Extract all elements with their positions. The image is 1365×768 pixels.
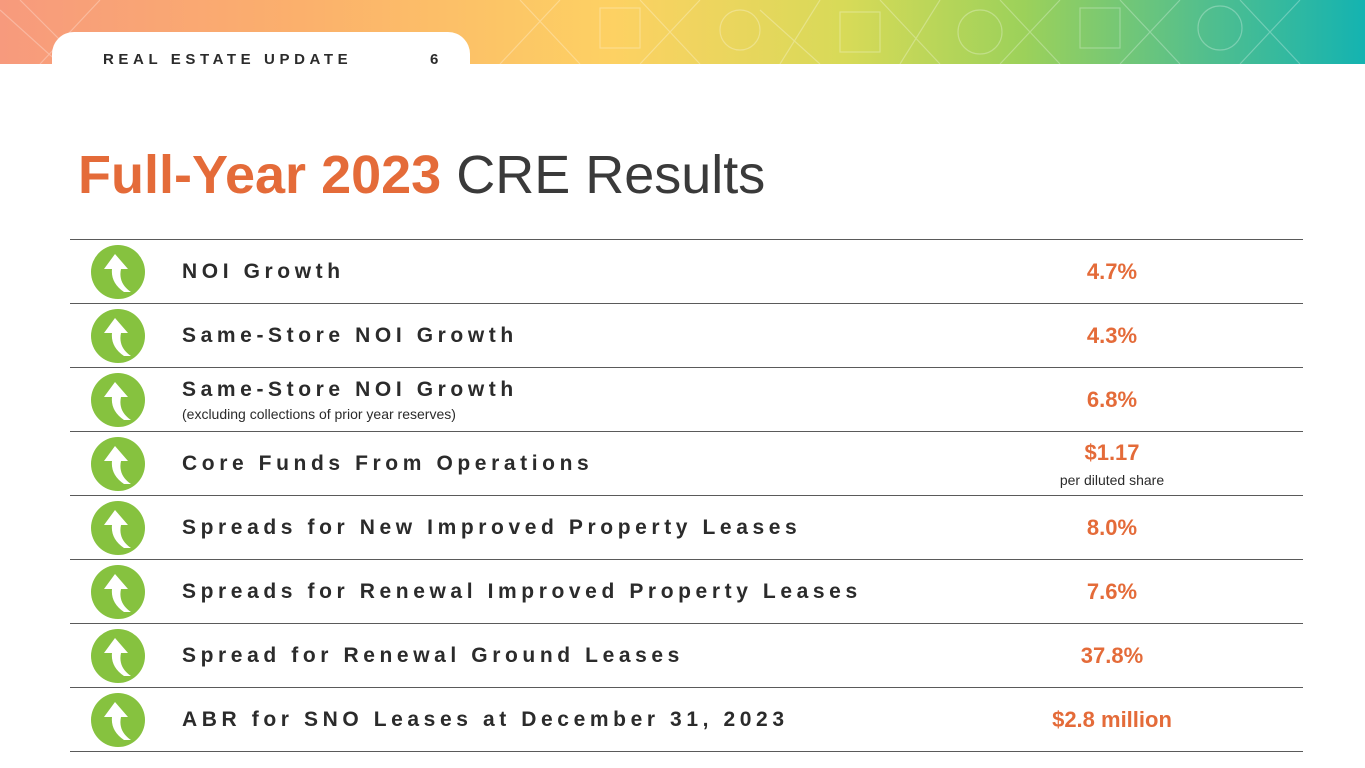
metric-label: Core Funds From Operations xyxy=(182,452,593,476)
table-row: Spread for Renewal Ground Leases 37.8% xyxy=(70,624,1303,688)
metric-label-text: Spreads for Renewal Improved Property Le… xyxy=(182,579,862,603)
metric-label-text: Same-Store NOI Growth xyxy=(182,323,518,347)
up-arrow-icon xyxy=(91,309,145,363)
metric-label: Same-Store NOI Growth (excluding collecti… xyxy=(182,378,518,422)
metric-value: $2.8 million xyxy=(1012,707,1212,733)
table-row: NOI Growth 4.7% xyxy=(70,240,1303,304)
metric-value-text: 4.7% xyxy=(1086,258,1138,284)
title-highlight: Full-Year 2023 xyxy=(78,145,442,205)
table-row: ABR for SNO Leases at December 31, 2023 $… xyxy=(70,688,1303,752)
metric-label: NOI Growth xyxy=(182,260,345,284)
metric-label-text: Core Funds From Operations xyxy=(182,451,594,475)
metric-value-text: $2.8 million xyxy=(1052,706,1172,732)
header-banner: REAL ESTATE UPDATE 6 xyxy=(0,0,1365,64)
metric-label: Spreads for New Improved Property Leases xyxy=(182,516,801,540)
metric-label: Same-Store NOI Growth xyxy=(182,324,518,348)
up-arrow-icon xyxy=(91,501,145,555)
metric-label: Spread for Renewal Ground Leases xyxy=(182,644,684,668)
metric-value-text: 8.0% xyxy=(1086,514,1138,540)
metric-label: ABR for SNO Leases at December 31, 2023 xyxy=(182,708,789,732)
up-arrow-icon xyxy=(91,693,145,747)
metric-note: per diluted share xyxy=(1059,471,1165,488)
metric-label-text: Spreads for New Improved Property Leases xyxy=(182,515,802,539)
title-rest: CRE Results xyxy=(456,145,766,205)
metric-value-text: $1.17 xyxy=(1084,439,1140,465)
metric-value: $1.17 per diluted share xyxy=(1012,440,1212,488)
metric-label-text: ABR for SNO Leases at December 31, 2023 xyxy=(182,707,789,731)
metric-value: 6.8% xyxy=(1012,387,1212,413)
table-row: Same-Store NOI Growth (excluding collecti… xyxy=(70,368,1303,432)
up-arrow-icon xyxy=(91,629,145,683)
table-row: Same-Store NOI Growth 4.3% xyxy=(70,304,1303,368)
metric-value-text: 4.3% xyxy=(1086,322,1138,348)
page-title: Full-Year 2023 CRE Results xyxy=(78,142,765,208)
metric-label-text: Same-Store NOI Growth xyxy=(182,377,518,401)
table-row: Core Funds From Operations $1.17 per dilut… xyxy=(70,432,1303,496)
metric-value-text: 6.8% xyxy=(1086,386,1138,412)
table-row: Spreads for Renewal Improved Property Le… xyxy=(70,560,1303,624)
metric-value: 4.3% xyxy=(1012,323,1212,349)
table-row: Spreads for New Improved Property Leases… xyxy=(70,496,1303,560)
metric-label-text: Spread for Renewal Ground Leases xyxy=(182,643,684,667)
metrics-table: NOI Growth 4.7% Same-Store NOI Growth 4.3% S… xyxy=(70,239,1303,752)
metric-value: 7.6% xyxy=(1012,579,1212,605)
header-tab: REAL ESTATE UPDATE 6 xyxy=(52,32,470,64)
metric-label: Spreads for Renewal Improved Property Le… xyxy=(182,580,862,604)
up-arrow-icon xyxy=(91,565,145,619)
banner-pattern xyxy=(0,0,1301,64)
metric-value: 4.7% xyxy=(1012,259,1212,285)
up-arrow-icon xyxy=(91,245,145,299)
metric-value: 37.8% xyxy=(1012,643,1212,669)
section-label: REAL ESTATE UPDATE xyxy=(103,51,353,64)
metric-label-text: NOI Growth xyxy=(182,259,345,283)
metric-value-text: 37.8% xyxy=(1080,642,1144,668)
metric-value-text: 7.6% xyxy=(1086,578,1138,604)
up-arrow-icon xyxy=(91,373,145,427)
up-arrow-icon xyxy=(91,437,145,491)
metric-sublabel: (excluding collections of prior year res… xyxy=(182,405,456,422)
page-number: 6 xyxy=(430,51,439,64)
metric-value: 8.0% xyxy=(1012,515,1212,541)
